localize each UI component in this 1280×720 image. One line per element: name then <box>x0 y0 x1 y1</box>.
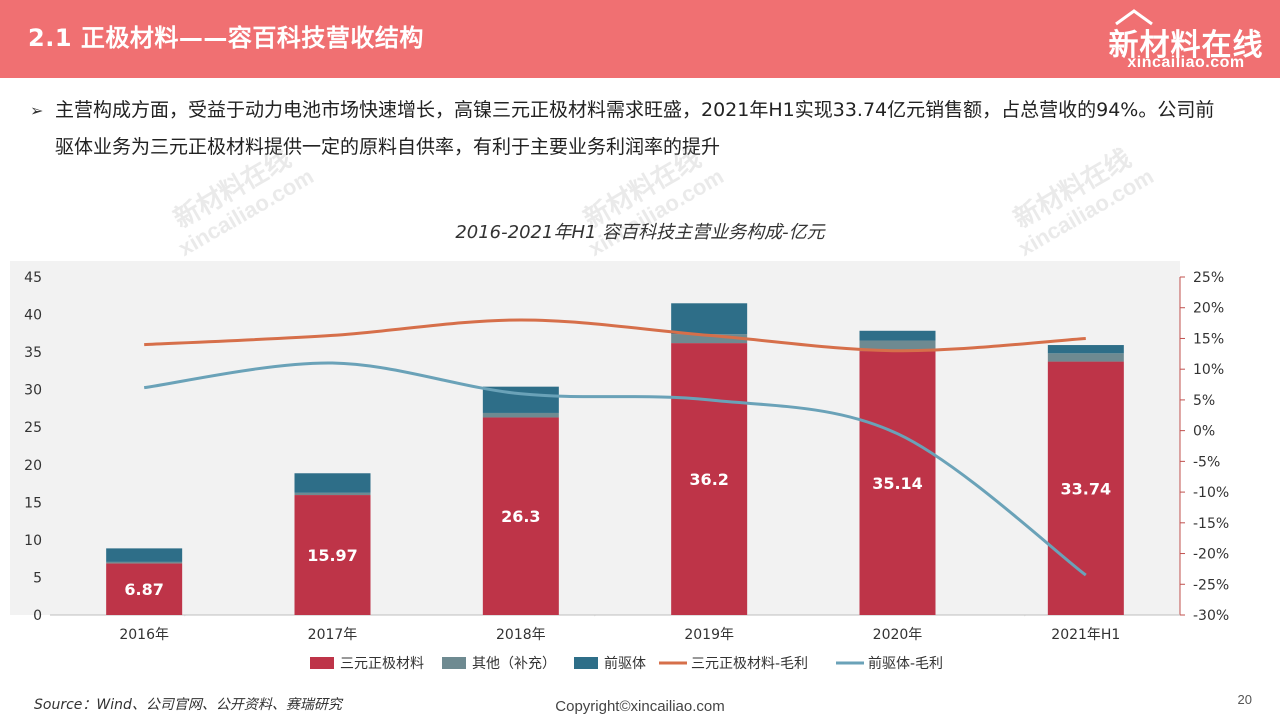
summary-bullet: ➢ 主营构成方面，受益于动力电池市场快速增长，高镍三元正极材料需求旺盛，2021… <box>30 92 1230 166</box>
legend-label: 前驱体-毛利 <box>868 655 943 672</box>
bar-ternary-cathode <box>106 563 183 615</box>
y-left-tick-label: 0 <box>33 608 42 624</box>
legend-swatch <box>310 657 334 669</box>
bar-precursor <box>1047 345 1124 354</box>
legend-label: 三元正极材料-毛利 <box>691 656 808 672</box>
y-right-tick-label: -15% <box>1193 516 1229 532</box>
data-label: 35.14 <box>872 474 923 493</box>
data-label: 6.87 <box>124 580 163 599</box>
brand-logo: 新材料在线 xincailiao.com <box>1106 8 1266 72</box>
bar-other <box>859 340 936 352</box>
logo-text-cn: 新材料在线 <box>1108 28 1264 63</box>
bar-other <box>1047 353 1124 362</box>
y-left-tick-label: 15 <box>24 495 42 511</box>
legend-label: 其他（补充） <box>472 656 556 672</box>
line-ternary-margin <box>144 318 1086 353</box>
x-tick-label: 2017年 <box>308 627 358 643</box>
legend-label: 前驱体 <box>604 655 646 672</box>
y-right-tick-label: 10% <box>1193 362 1224 378</box>
y-right-tick-label: 25% <box>1193 270 1224 286</box>
copyright: Copyright©xincailiao.com <box>555 698 725 715</box>
bar-precursor <box>859 330 936 341</box>
bar-ternary-cathode <box>482 417 559 615</box>
bar-precursor <box>294 473 371 493</box>
y-left-tick-label: 35 <box>24 345 42 361</box>
header-bar: 2.1 正极材料——容百科技营收结构 新材料在线 xincailiao.com <box>0 0 1280 78</box>
chart-title: 2016-2021年H1 容百科技主营业务构成-亿元 <box>455 222 825 243</box>
y-left-tick-label: 30 <box>24 383 42 399</box>
x-tick-label: 2021年H1 <box>1051 627 1120 643</box>
data-label: 33.74 <box>1061 479 1112 498</box>
bar-precursor <box>106 548 183 562</box>
data-label: 26.3 <box>501 507 540 526</box>
bar-ternary-cathode <box>859 351 936 615</box>
legend-swatch <box>574 657 598 669</box>
logo-text-en: xincailiao.com <box>1127 54 1245 71</box>
page-title: 2.1 正极材料——容百科技营收结构 <box>28 24 424 52</box>
y-left-tick-label: 45 <box>24 270 42 286</box>
y-right-tick-label: -20% <box>1193 547 1229 563</box>
legend-swatch <box>442 657 466 669</box>
bar-precursor <box>671 303 748 335</box>
y-left-tick-label: 10 <box>24 533 42 549</box>
bar-other <box>294 492 371 496</box>
x-tick-label: 2019年 <box>684 627 734 643</box>
y-right-tick-label: -30% <box>1193 608 1229 624</box>
data-label: 15.97 <box>307 546 358 565</box>
y-right-tick-label: -25% <box>1193 577 1229 593</box>
bar-other <box>671 334 748 344</box>
y-left-tick-label: 20 <box>24 458 42 474</box>
y-left-tick-label: 40 <box>24 308 42 324</box>
page-number: 20 <box>1237 692 1252 707</box>
summary-text: 主营构成方面，受益于动力电池市场快速增长，高镍三元正极材料需求旺盛，2021年H… <box>55 99 1215 158</box>
plot-area <box>10 261 1180 615</box>
bar-other <box>482 412 559 418</box>
line-precursor-margin <box>143 361 1087 577</box>
bullet-arrow-icon: ➢ <box>30 101 44 120</box>
x-tick-label: 2020年 <box>873 627 923 643</box>
y-right-tick-label: 20% <box>1193 301 1224 317</box>
house-roof-icon <box>1115 9 1153 26</box>
bar-other <box>106 561 183 564</box>
revenue-structure-chart: 0 5 10 15 20 25 30 35 40 45 -30% -25% -20% -15% -10% -5… <box>10 261 1229 672</box>
y-left-tick-label: 5 <box>33 570 42 586</box>
data-label: 36.2 <box>689 470 728 489</box>
y-right-tick-label: 0% <box>1193 424 1215 440</box>
y-right-tick-label: 5% <box>1193 393 1215 409</box>
y-left-tick-label: 25 <box>24 420 42 436</box>
x-tick-label: 2016年 <box>119 627 169 643</box>
x-tick-label: 2018年 <box>496 627 546 643</box>
bar-ternary-cathode <box>671 343 748 615</box>
y-right-tick-label: 15% <box>1193 331 1224 347</box>
source-note: Source：Wind、公司官网、公开资料、赛瑞研究 <box>34 697 342 713</box>
bar-ternary-cathode <box>294 495 371 615</box>
y-right-tick-label: -5% <box>1193 454 1220 470</box>
y-right-tick-label: -10% <box>1193 485 1229 501</box>
legend-label: 三元正极材料 <box>340 656 424 672</box>
bar-ternary-cathode <box>1047 361 1124 615</box>
